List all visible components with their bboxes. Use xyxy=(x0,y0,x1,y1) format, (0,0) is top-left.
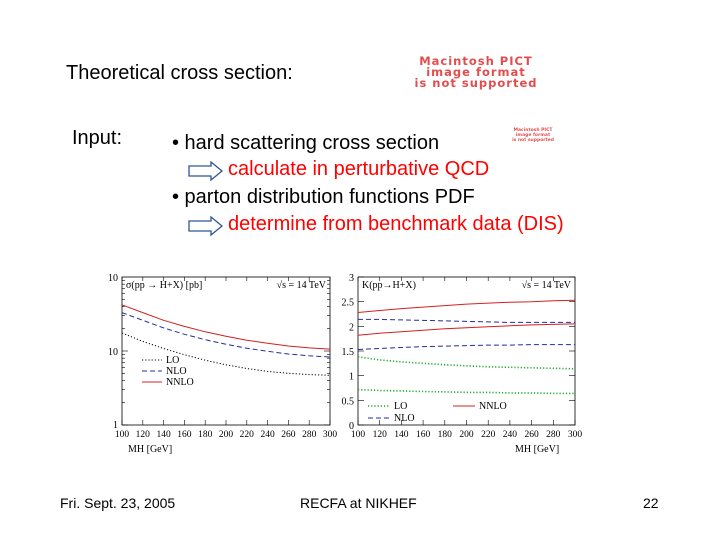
footer-event: RECFA at NIKHEF xyxy=(300,495,417,511)
y-tick-label: 2.5 xyxy=(342,298,355,309)
chart-annotation: √s = 14 TeV xyxy=(277,280,327,291)
pict-line: Macintosh PICT xyxy=(419,54,533,68)
y-tick-label: 1 xyxy=(349,372,354,383)
y-tick-label: 0.5 xyxy=(342,396,355,407)
x-tick-label: 280 xyxy=(546,430,561,440)
x-tick-label: 160 xyxy=(177,430,192,440)
plot-frame xyxy=(357,276,576,426)
pict-placeholder-small: Macintosh PICT image format is not suppo… xyxy=(508,128,558,144)
arrow-right-icon xyxy=(188,216,224,236)
x-tick-label: 180 xyxy=(198,430,213,440)
chart-title: σ(pp → H+X) [pb] xyxy=(126,280,202,291)
x-axis-label: MH [GeV] xyxy=(128,444,172,455)
band-edge-nnlo xyxy=(357,323,576,336)
series-line-lo xyxy=(121,332,331,376)
x-tick-label: 260 xyxy=(524,430,539,440)
pict-line: is not supported xyxy=(512,138,554,144)
x-tick-label: 240 xyxy=(503,430,518,440)
x-tick-label: 120 xyxy=(373,430,388,440)
band-edge-nlo xyxy=(358,318,575,323)
x-tick-label: 160 xyxy=(416,430,431,440)
x-tick-label: 100 xyxy=(115,430,130,440)
pict-line: image format xyxy=(426,64,526,79)
y-tick-label: 2 xyxy=(349,322,354,333)
legend-label: LO xyxy=(394,401,407,412)
x-tick-label: 100 xyxy=(351,430,366,440)
x-tick-label: 140 xyxy=(394,430,409,440)
x-tick-label: 200 xyxy=(219,430,234,440)
bullet-sub-dis: determine from benchmark data (DIS) xyxy=(228,213,564,235)
page-number: 22 xyxy=(643,495,659,511)
bullet-pdf: • parton distribution functions PDF xyxy=(172,186,475,208)
x-tick-label: 220 xyxy=(240,430,255,440)
pict-line: Macintosh PICT xyxy=(513,128,553,133)
band-edge-lo xyxy=(357,356,576,370)
legend-label: LO xyxy=(166,355,179,366)
legend-label: NLO xyxy=(394,413,415,424)
series-line-nnlo xyxy=(121,304,331,350)
y-tick-label: 1.5 xyxy=(342,347,355,358)
footer-date: Fri. Sept. 23, 2005 xyxy=(60,495,176,511)
bullet-sub-qcd: calculate in perturbative QCD xyxy=(228,158,490,180)
y-tick-label: 0 xyxy=(349,421,354,432)
band-edge-nnlo xyxy=(357,299,576,313)
bullet-hard-scattering: • hard scattering cross section xyxy=(172,132,440,154)
pict-line: is not supported xyxy=(414,75,538,90)
x-tick-label: 200 xyxy=(459,430,474,440)
arrow-right-icon xyxy=(188,161,224,181)
x-tick-label: 140 xyxy=(156,430,171,440)
x-tick-label: 120 xyxy=(136,430,151,440)
x-tick-label: 300 xyxy=(323,430,338,440)
x-tick-label: 280 xyxy=(302,430,317,440)
pict-placeholder-large: Macintosh PICT image format is not suppo… xyxy=(356,54,596,90)
x-tick-label: 260 xyxy=(281,430,296,440)
y-tick-label: 10 xyxy=(108,273,118,284)
y-tick-label: 3 xyxy=(349,273,354,284)
chart-title: K(pp→H+X) xyxy=(362,280,416,291)
y-tick-label: 10 xyxy=(108,347,118,358)
x-tick-label: 300 xyxy=(568,430,583,440)
x-tick-label: 220 xyxy=(481,430,496,440)
x-axis-label: MH [GeV] xyxy=(515,444,559,455)
chart-annotation: √s = 14 TeV xyxy=(522,280,572,291)
input-label: Input: xyxy=(72,127,123,149)
legend-label: NNLO xyxy=(166,377,194,388)
x-tick-label: 180 xyxy=(438,430,453,440)
legend-label: NLO xyxy=(166,366,187,377)
y-tick-label: 1 xyxy=(113,420,118,431)
plot-frame xyxy=(121,276,331,426)
legend-label: NNLO xyxy=(479,401,507,412)
band-edge-lo xyxy=(357,388,575,395)
series-line-nlo xyxy=(121,312,331,358)
pict-line: image format xyxy=(515,133,551,139)
band-edge-nlo xyxy=(357,344,575,350)
slide-title: Theoretical cross section: xyxy=(66,62,293,84)
x-tick-label: 240 xyxy=(260,430,275,440)
